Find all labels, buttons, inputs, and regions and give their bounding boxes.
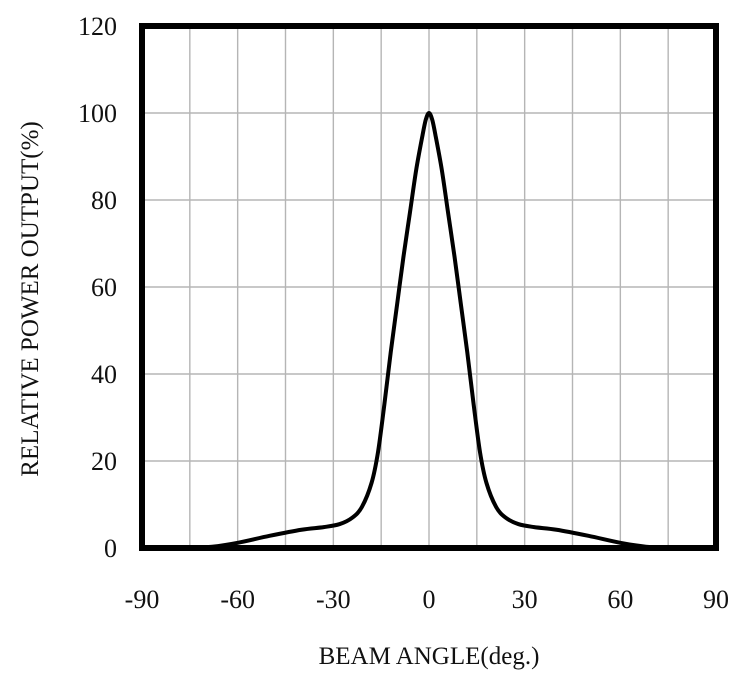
y-tick-label: 120 — [78, 12, 117, 41]
y-tick-label: 40 — [91, 360, 117, 389]
y-tick-labels: 0 20 40 60 80 100 120 — [78, 12, 117, 563]
y-tick-label: 100 — [78, 99, 117, 128]
x-tick-label: 90 — [703, 585, 729, 614]
x-tick-label: -90 — [125, 585, 160, 614]
grid-lines — [142, 26, 716, 548]
y-tick-label: 80 — [91, 186, 117, 215]
x-axis-title: BEAM ANGLE(deg.) — [319, 643, 540, 670]
y-tick-label: 60 — [91, 273, 117, 302]
x-tick-label: 0 — [423, 585, 436, 614]
power-curve — [187, 111, 671, 550]
x-tick-label: 30 — [512, 585, 538, 614]
y-tick-label: 20 — [91, 447, 117, 476]
y-axis-title: RELATIVE POWER OUTPUT(%) — [17, 121, 44, 477]
x-tick-label: 60 — [607, 585, 633, 614]
x-tick-labels: -90 -60 -30 0 30 60 90 — [125, 585, 729, 614]
x-tick-label: -60 — [220, 585, 255, 614]
y-tick-label: 0 — [104, 534, 117, 563]
plot-frame — [139, 23, 719, 551]
x-tick-label: -30 — [316, 585, 351, 614]
